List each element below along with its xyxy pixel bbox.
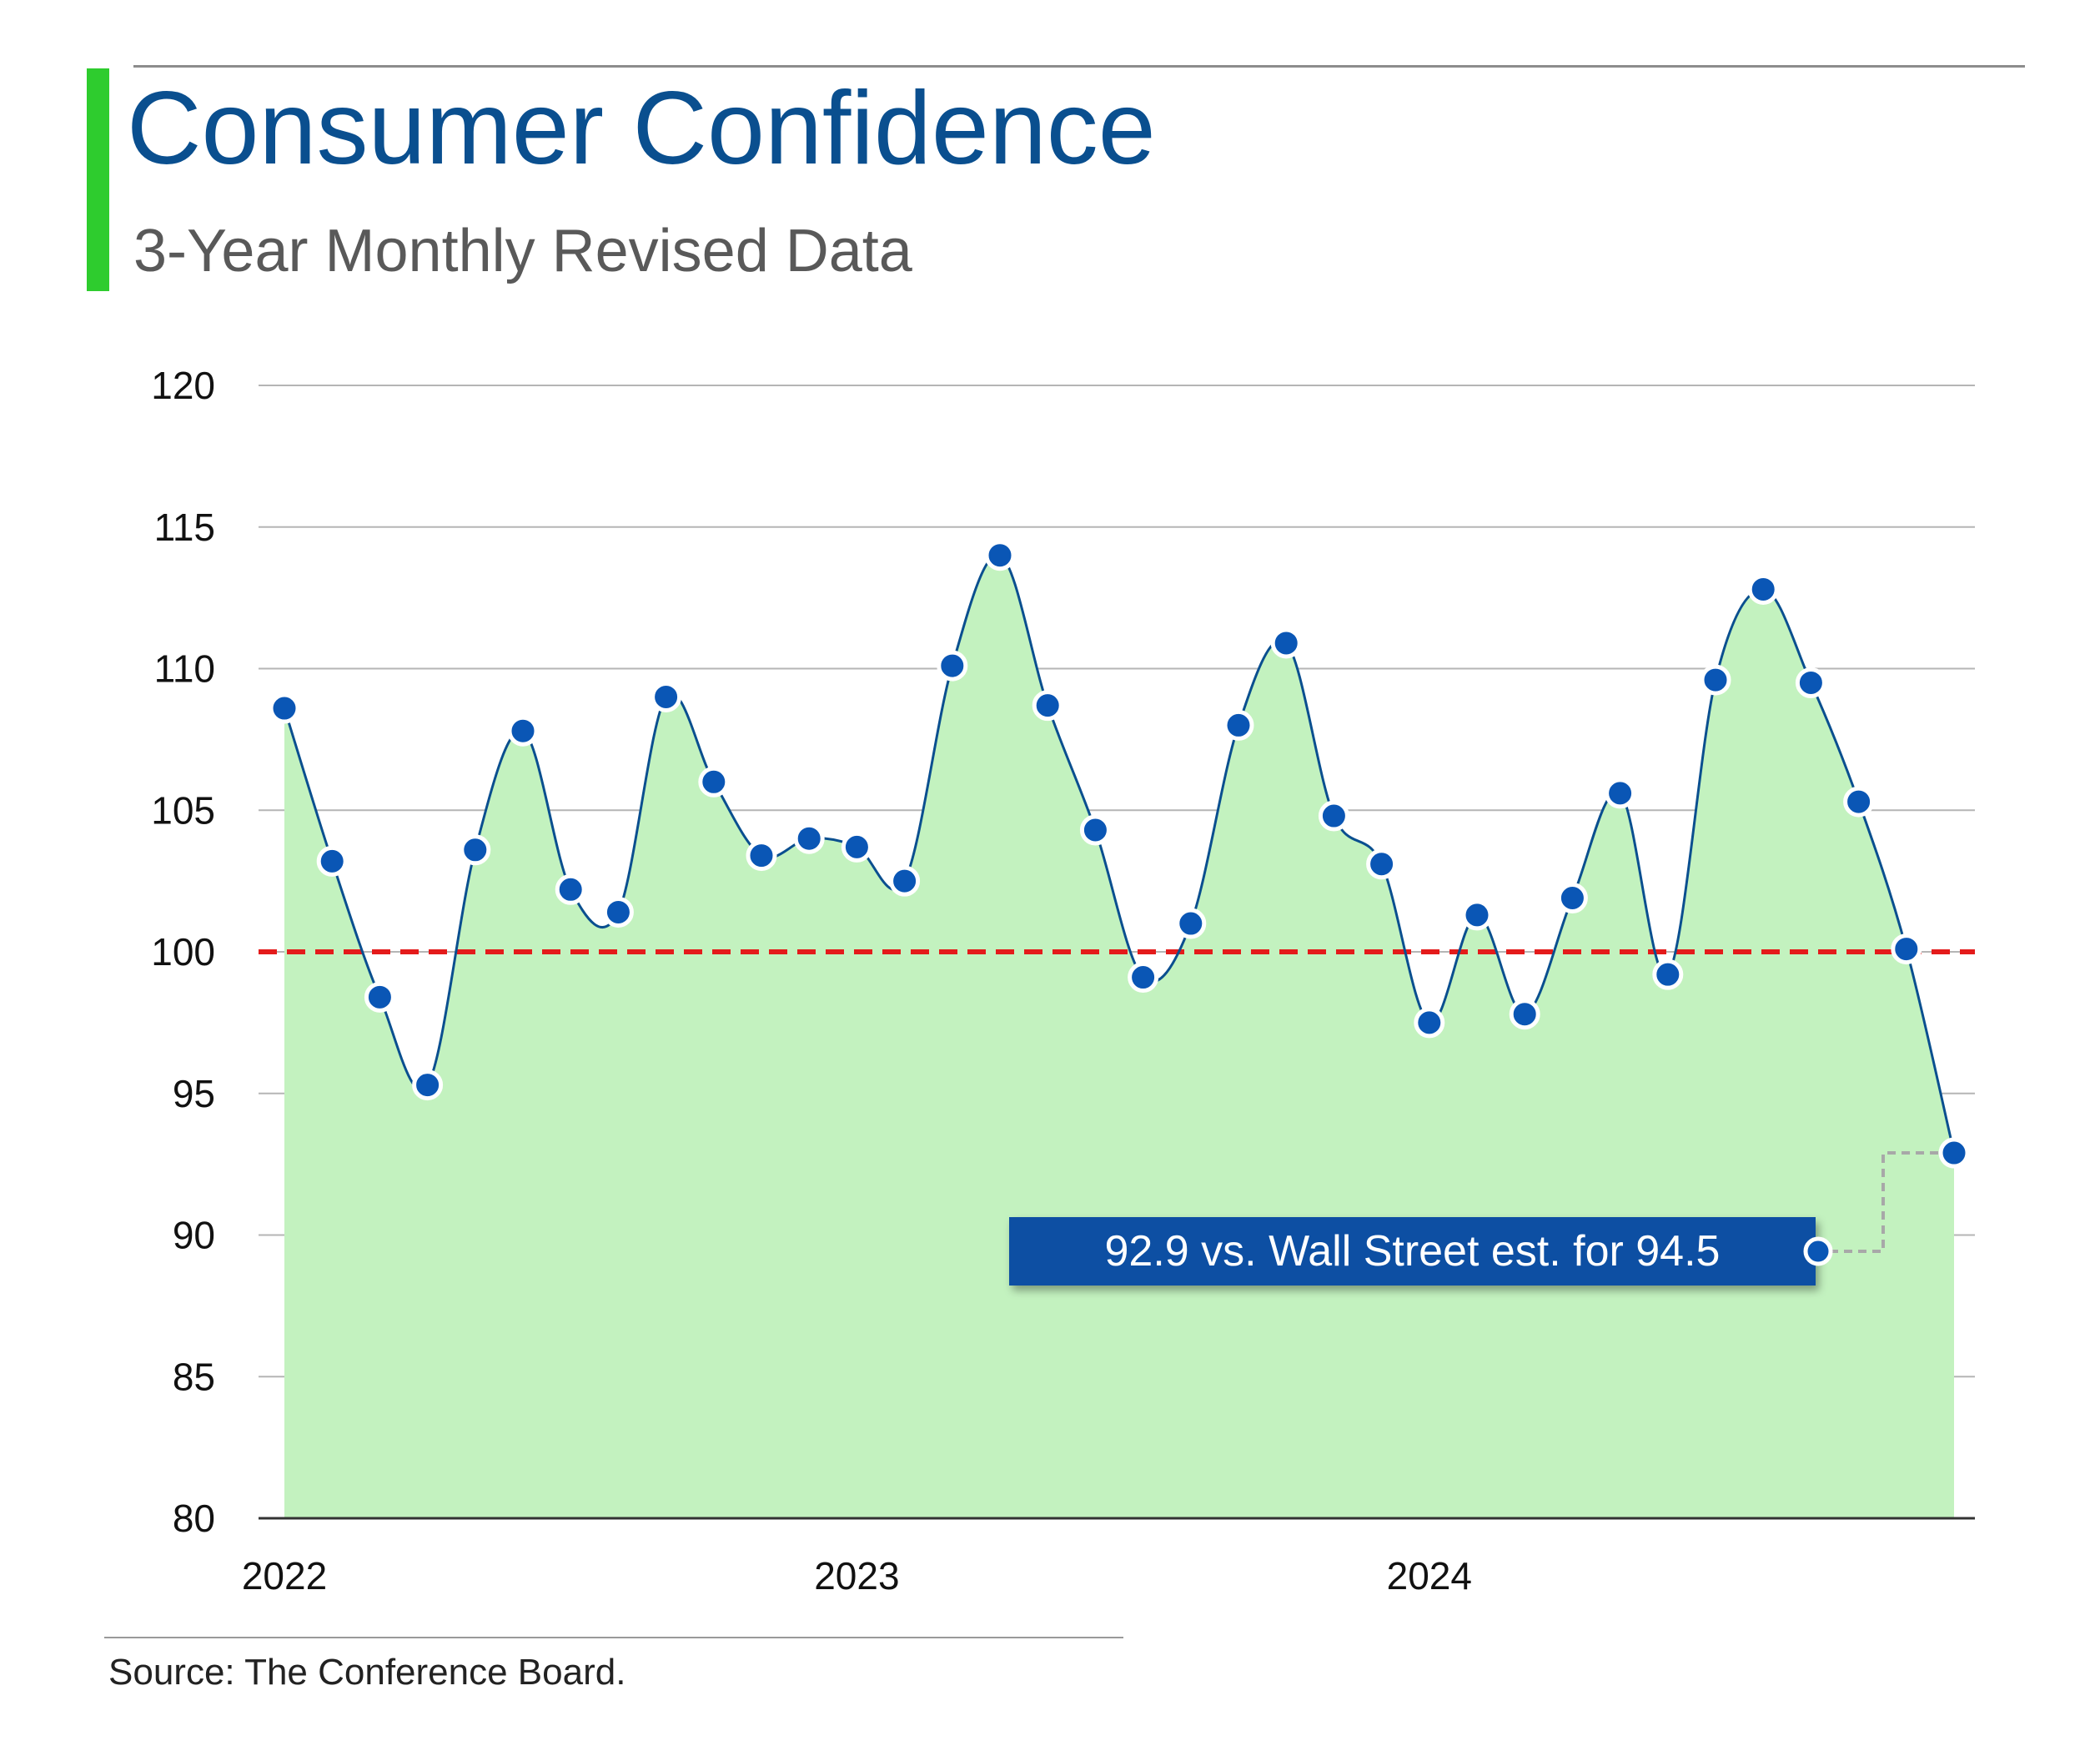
area-fill — [284, 555, 1954, 1518]
source-rule — [104, 1637, 1123, 1638]
annotation-connector — [1830, 1151, 1941, 1253]
data-point — [1795, 667, 1826, 698]
annotation-group: 92.9 vs. Wall Street est. for 94.5 — [1009, 1151, 1941, 1286]
data-point — [269, 692, 300, 724]
data-point — [412, 1069, 444, 1101]
annotation-text: 92.9 vs. Wall Street est. for 94.5 — [1105, 1227, 1721, 1276]
data-points — [269, 540, 1970, 1169]
data-point — [1556, 882, 1588, 913]
data-point — [746, 840, 777, 872]
top-rule — [133, 65, 2025, 68]
y-tick-label: 100 — [151, 930, 215, 974]
data-point — [1938, 1137, 1970, 1169]
area-fill-shape — [284, 555, 1954, 1518]
axes: 80 85 90 95 100 105 110 115 120 2022 2023 2024 — [151, 364, 1975, 1598]
data-point — [1318, 800, 1349, 832]
y-tick-label: 85 — [173, 1355, 215, 1398]
data-point — [1700, 664, 1731, 696]
y-tick-label: 80 — [173, 1497, 215, 1540]
data-point — [1461, 899, 1493, 931]
data-point — [1652, 959, 1684, 990]
x-tick-label: 2022 — [242, 1554, 327, 1598]
y-tick-label: 95 — [173, 1072, 215, 1115]
data-point — [1843, 786, 1875, 818]
y-tick-label: 115 — [154, 506, 215, 549]
data-point — [460, 834, 491, 866]
data-point — [1128, 962, 1159, 994]
annotation-box — [1009, 1217, 1816, 1286]
x-tick-label: 2024 — [1387, 1554, 1472, 1598]
data-point — [1032, 690, 1063, 722]
data-point — [1175, 908, 1207, 939]
data-point — [1891, 933, 1922, 965]
data-point — [889, 865, 921, 897]
source-note: Source: The Conference Board. — [108, 1652, 626, 1693]
chart-title: Consumer Confidence — [127, 71, 1156, 186]
data-point — [1079, 814, 1111, 846]
data-point — [507, 715, 539, 747]
data-point — [841, 831, 872, 863]
data-point — [984, 540, 1016, 571]
chart-subtitle: 3-Year Monthly Revised Data — [133, 218, 912, 284]
data-point — [651, 681, 682, 712]
y-tick-label: 90 — [173, 1214, 215, 1257]
title-accent-bar — [87, 68, 109, 291]
data-point — [793, 823, 825, 854]
annotation-dot — [1803, 1236, 1833, 1266]
data-point — [1223, 709, 1254, 741]
y-tick-label: 105 — [151, 788, 215, 832]
y-tick-label: 110 — [154, 647, 215, 691]
data-point — [1414, 1007, 1445, 1039]
data-point — [602, 896, 634, 928]
data-point — [1366, 848, 1398, 880]
data-point — [937, 650, 968, 682]
data-point — [1270, 627, 1302, 659]
data-point — [555, 873, 586, 905]
y-tick-label: 120 — [151, 364, 215, 407]
data-point — [698, 766, 730, 798]
data-point — [364, 981, 395, 1013]
data-point — [1747, 573, 1779, 605]
data-point — [1509, 999, 1540, 1030]
x-tick-label: 2023 — [814, 1554, 899, 1598]
data-point — [316, 845, 348, 877]
data-point — [1605, 777, 1636, 809]
